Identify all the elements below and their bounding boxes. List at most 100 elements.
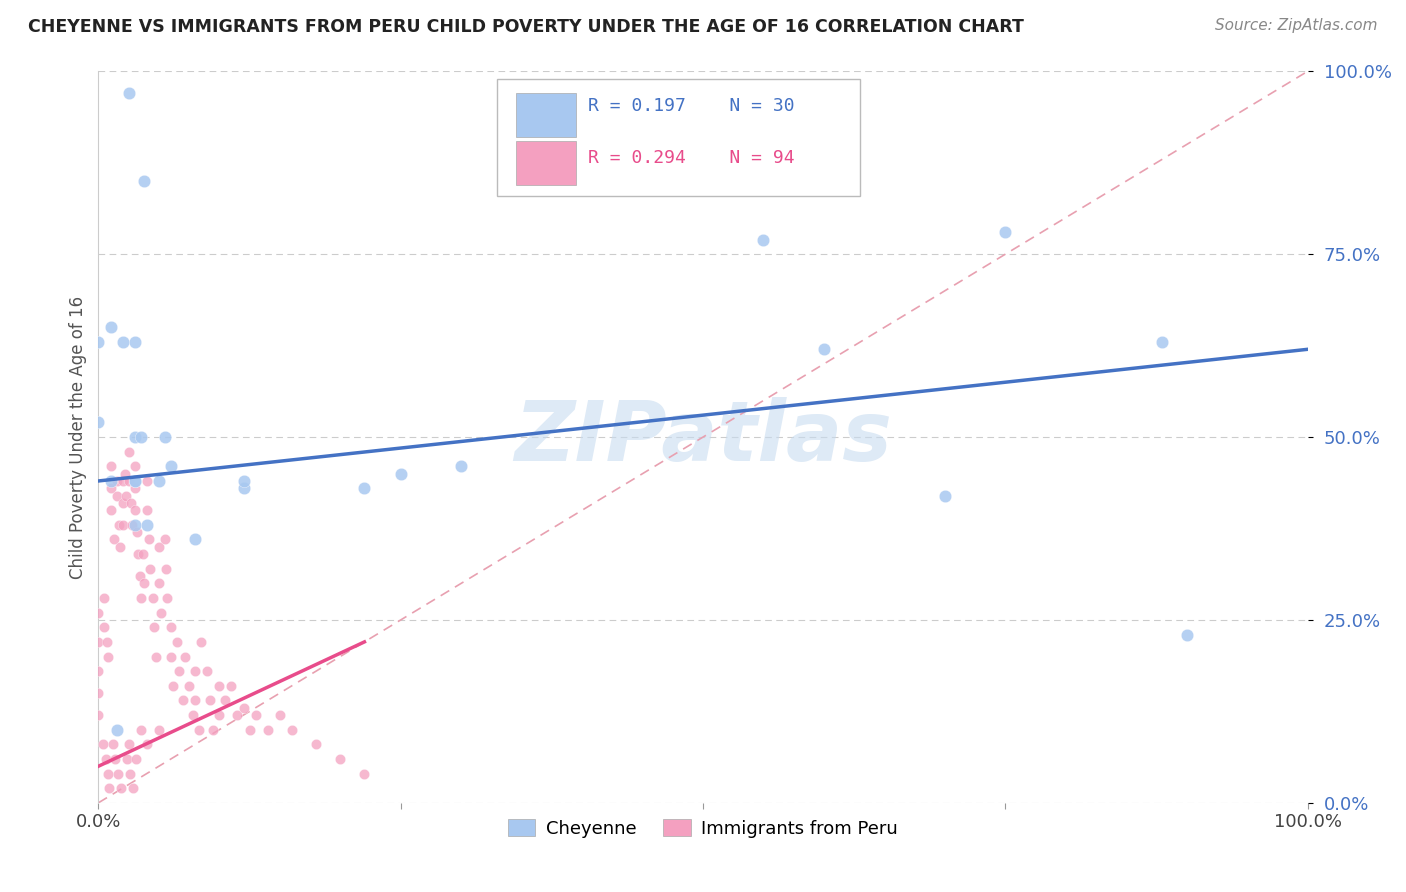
Text: R = 0.197    N = 30: R = 0.197 N = 30 [588,97,794,115]
Point [101,737,124,751]
Point [87,416,110,430]
Point [156,591,179,605]
Point [174,649,197,664]
Point [98,781,121,796]
Point [148,540,170,554]
Point [305,737,328,751]
Point [94,752,117,766]
Point [813,343,835,357]
Point [117,752,139,766]
Point [127,525,149,540]
Text: Source: ZipAtlas.com: Source: ZipAtlas.com [1215,18,1378,33]
Point [124,481,146,495]
Point [115,489,138,503]
Point [105,723,128,737]
Point [450,459,472,474]
Point [934,489,956,503]
Point [172,693,194,707]
Point [111,496,134,510]
Point [105,489,128,503]
Point [100,459,122,474]
Point [281,723,304,737]
Point [108,540,131,554]
Point [111,474,134,488]
Point [118,737,141,751]
FancyBboxPatch shape [516,94,576,137]
Point [148,474,170,488]
Point [124,474,146,488]
Point [118,766,141,780]
Point [202,723,225,737]
Point [108,517,131,532]
FancyBboxPatch shape [498,78,860,195]
Point [100,481,122,495]
Point [129,723,152,737]
Point [139,562,162,576]
Point [232,481,254,495]
Point [103,533,125,547]
Point [111,334,134,349]
Point [135,517,157,532]
Point [111,517,134,532]
Point [187,723,209,737]
Point [198,693,221,707]
Point [135,737,157,751]
Point [128,569,150,583]
Point [179,679,201,693]
Point [169,664,191,678]
Point [1152,334,1174,349]
Point [121,517,143,532]
Point [153,430,176,444]
Point [181,708,204,723]
Point [124,503,146,517]
Point [214,693,236,707]
Point [195,664,218,678]
Point [232,700,254,714]
Point [190,635,212,649]
Point [153,533,176,547]
Point [87,635,110,649]
Point [104,752,127,766]
Point [208,708,231,723]
Point [87,686,110,700]
FancyBboxPatch shape [516,141,576,185]
Point [87,708,110,723]
Legend: Cheyenne, Immigrants from Peru: Cheyenne, Immigrants from Peru [501,813,905,845]
Point [353,481,375,495]
Point [124,517,146,532]
Point [135,474,157,488]
Point [129,430,152,444]
Point [132,547,155,561]
Point [118,444,141,458]
Point [93,620,115,634]
Text: R = 0.294    N = 94: R = 0.294 N = 94 [588,149,794,167]
Point [389,467,412,481]
Point [160,459,183,474]
Point [143,620,166,634]
Point [232,474,254,488]
Point [87,606,110,620]
Point [353,766,375,780]
Point [135,503,157,517]
Point [148,576,170,591]
Point [110,781,132,796]
Point [125,752,148,766]
Point [124,459,146,474]
Point [1175,627,1198,641]
Point [120,496,142,510]
Point [100,474,122,488]
Point [96,635,118,649]
Point [226,708,249,723]
Point [93,591,115,605]
Point [184,533,207,547]
Point [142,591,165,605]
Point [752,233,775,247]
Point [134,174,156,188]
Point [184,664,207,678]
Point [184,693,207,707]
Point [148,723,170,737]
Point [107,766,129,780]
Point [160,649,183,664]
Point [87,334,110,349]
Point [245,708,267,723]
